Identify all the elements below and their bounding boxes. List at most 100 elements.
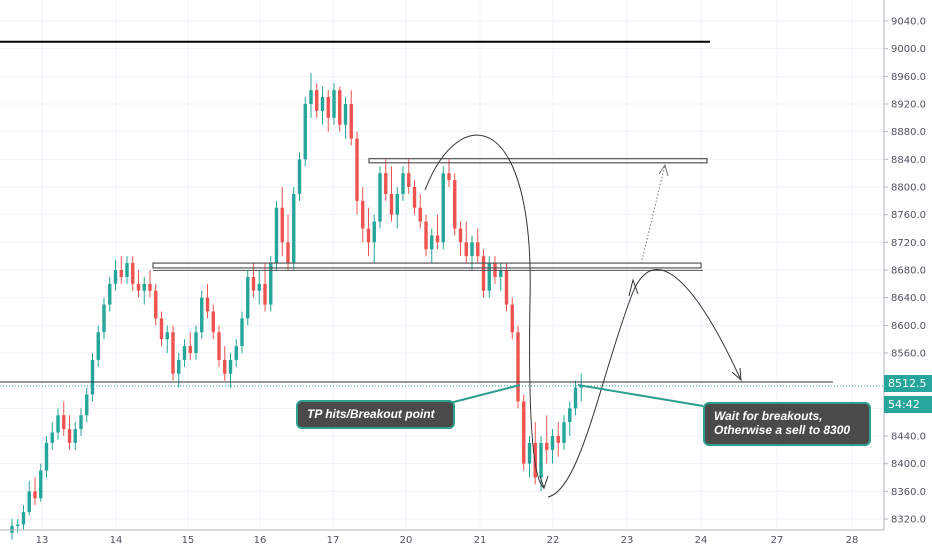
drawings xyxy=(0,40,884,498)
price-tick-label: 8840.0 xyxy=(891,155,926,166)
candle-body xyxy=(234,346,238,360)
candle-body xyxy=(90,359,95,395)
candle xyxy=(194,325,198,360)
candle-body xyxy=(533,442,537,478)
current-price-tag: 8512.5 xyxy=(884,375,932,392)
price-tick-label: 8440.0 xyxy=(891,432,926,443)
candle-body xyxy=(309,90,313,104)
time-tick-label: 21 xyxy=(474,535,487,546)
candle-body xyxy=(366,228,371,243)
candle xyxy=(73,422,77,450)
candle xyxy=(418,193,422,229)
candle xyxy=(286,214,290,270)
candle-body xyxy=(159,318,164,340)
candle xyxy=(568,401,572,436)
candle xyxy=(200,290,204,340)
candle xyxy=(384,159,388,201)
candle-body xyxy=(56,415,60,433)
candle-body xyxy=(142,283,146,291)
price-tick-label: 8320.0 xyxy=(891,515,926,526)
time-tick-label: 24 xyxy=(695,535,708,546)
candle-body xyxy=(39,470,43,499)
time-tick-label: 17 xyxy=(327,535,340,546)
time-tick-label: 28 xyxy=(846,535,859,546)
candle-body xyxy=(481,256,486,291)
candle xyxy=(545,415,549,464)
candle-body xyxy=(44,442,49,471)
current-price-value: 8512.5 xyxy=(888,377,927,390)
candle-body xyxy=(320,97,325,111)
time-tick-label: 20 xyxy=(400,535,413,546)
candle-body xyxy=(401,173,405,194)
candle xyxy=(453,173,457,236)
projection-arrow-1 xyxy=(539,475,549,490)
candle xyxy=(251,263,256,298)
candle-body xyxy=(10,525,14,533)
candle xyxy=(378,166,382,229)
candle xyxy=(188,332,192,360)
candle-body xyxy=(96,332,100,360)
candle-body xyxy=(343,104,348,125)
candle-body xyxy=(384,173,388,194)
candle-body xyxy=(188,346,192,353)
candle-body xyxy=(562,422,566,443)
candle-body xyxy=(550,436,555,450)
candle-body xyxy=(280,207,284,243)
candle-body xyxy=(62,415,66,430)
candle-body xyxy=(102,304,106,333)
candle xyxy=(343,97,348,139)
candle-body xyxy=(148,283,152,291)
time-tick-label: 14 xyxy=(110,535,123,546)
price-tick-label: 9000.0 xyxy=(891,44,926,55)
candle-body xyxy=(211,311,215,333)
candle xyxy=(320,86,325,125)
candle-body xyxy=(430,235,434,250)
candle-body xyxy=(165,332,169,340)
candle-body xyxy=(539,442,543,478)
candle xyxy=(499,263,503,291)
candle-body xyxy=(200,297,204,333)
price-tick-label: 9040.0 xyxy=(891,17,926,28)
price-tick-label: 8960.0 xyxy=(891,72,926,83)
projection-curve-1 xyxy=(424,134,545,489)
candle xyxy=(550,429,555,464)
candle-body xyxy=(292,193,296,264)
candle-body xyxy=(303,104,307,160)
candle-body xyxy=(545,442,549,450)
candle-body xyxy=(556,436,560,443)
candle xyxy=(441,166,445,250)
candle xyxy=(349,90,353,146)
candle xyxy=(113,259,118,291)
candle xyxy=(487,256,491,298)
price-tick-label: 8880.0 xyxy=(891,127,926,138)
candle xyxy=(332,83,336,125)
time-tick-label: 15 xyxy=(182,535,195,546)
candle xyxy=(309,72,313,118)
candle xyxy=(539,436,543,492)
wait-breakout-callout[interactable]: Wait for breakouts, Otherwise a sell to … xyxy=(703,402,871,446)
sell-target-text: Otherwise a sell to 8300 xyxy=(714,423,851,437)
candle xyxy=(102,297,106,340)
candle-body xyxy=(217,332,221,360)
tp-breakout-callout[interactable]: TP hits/Breakout point xyxy=(296,400,455,429)
candle-body xyxy=(573,387,578,409)
candle xyxy=(27,480,31,516)
candle xyxy=(366,207,371,257)
candle xyxy=(142,276,146,305)
candle xyxy=(470,235,474,270)
candle-body xyxy=(516,332,520,402)
candle-body xyxy=(470,242,474,257)
candle xyxy=(562,415,566,450)
candle xyxy=(217,325,221,367)
candle-body xyxy=(21,512,26,525)
tp-callout-pointer xyxy=(445,384,521,405)
candle-body xyxy=(125,263,129,277)
candle xyxy=(412,180,417,215)
candle-body xyxy=(510,304,514,333)
time-tick-label: 16 xyxy=(254,535,267,546)
candle xyxy=(148,270,152,298)
candle xyxy=(159,311,164,347)
time-tick-label: 27 xyxy=(771,535,784,546)
candle xyxy=(234,339,238,367)
